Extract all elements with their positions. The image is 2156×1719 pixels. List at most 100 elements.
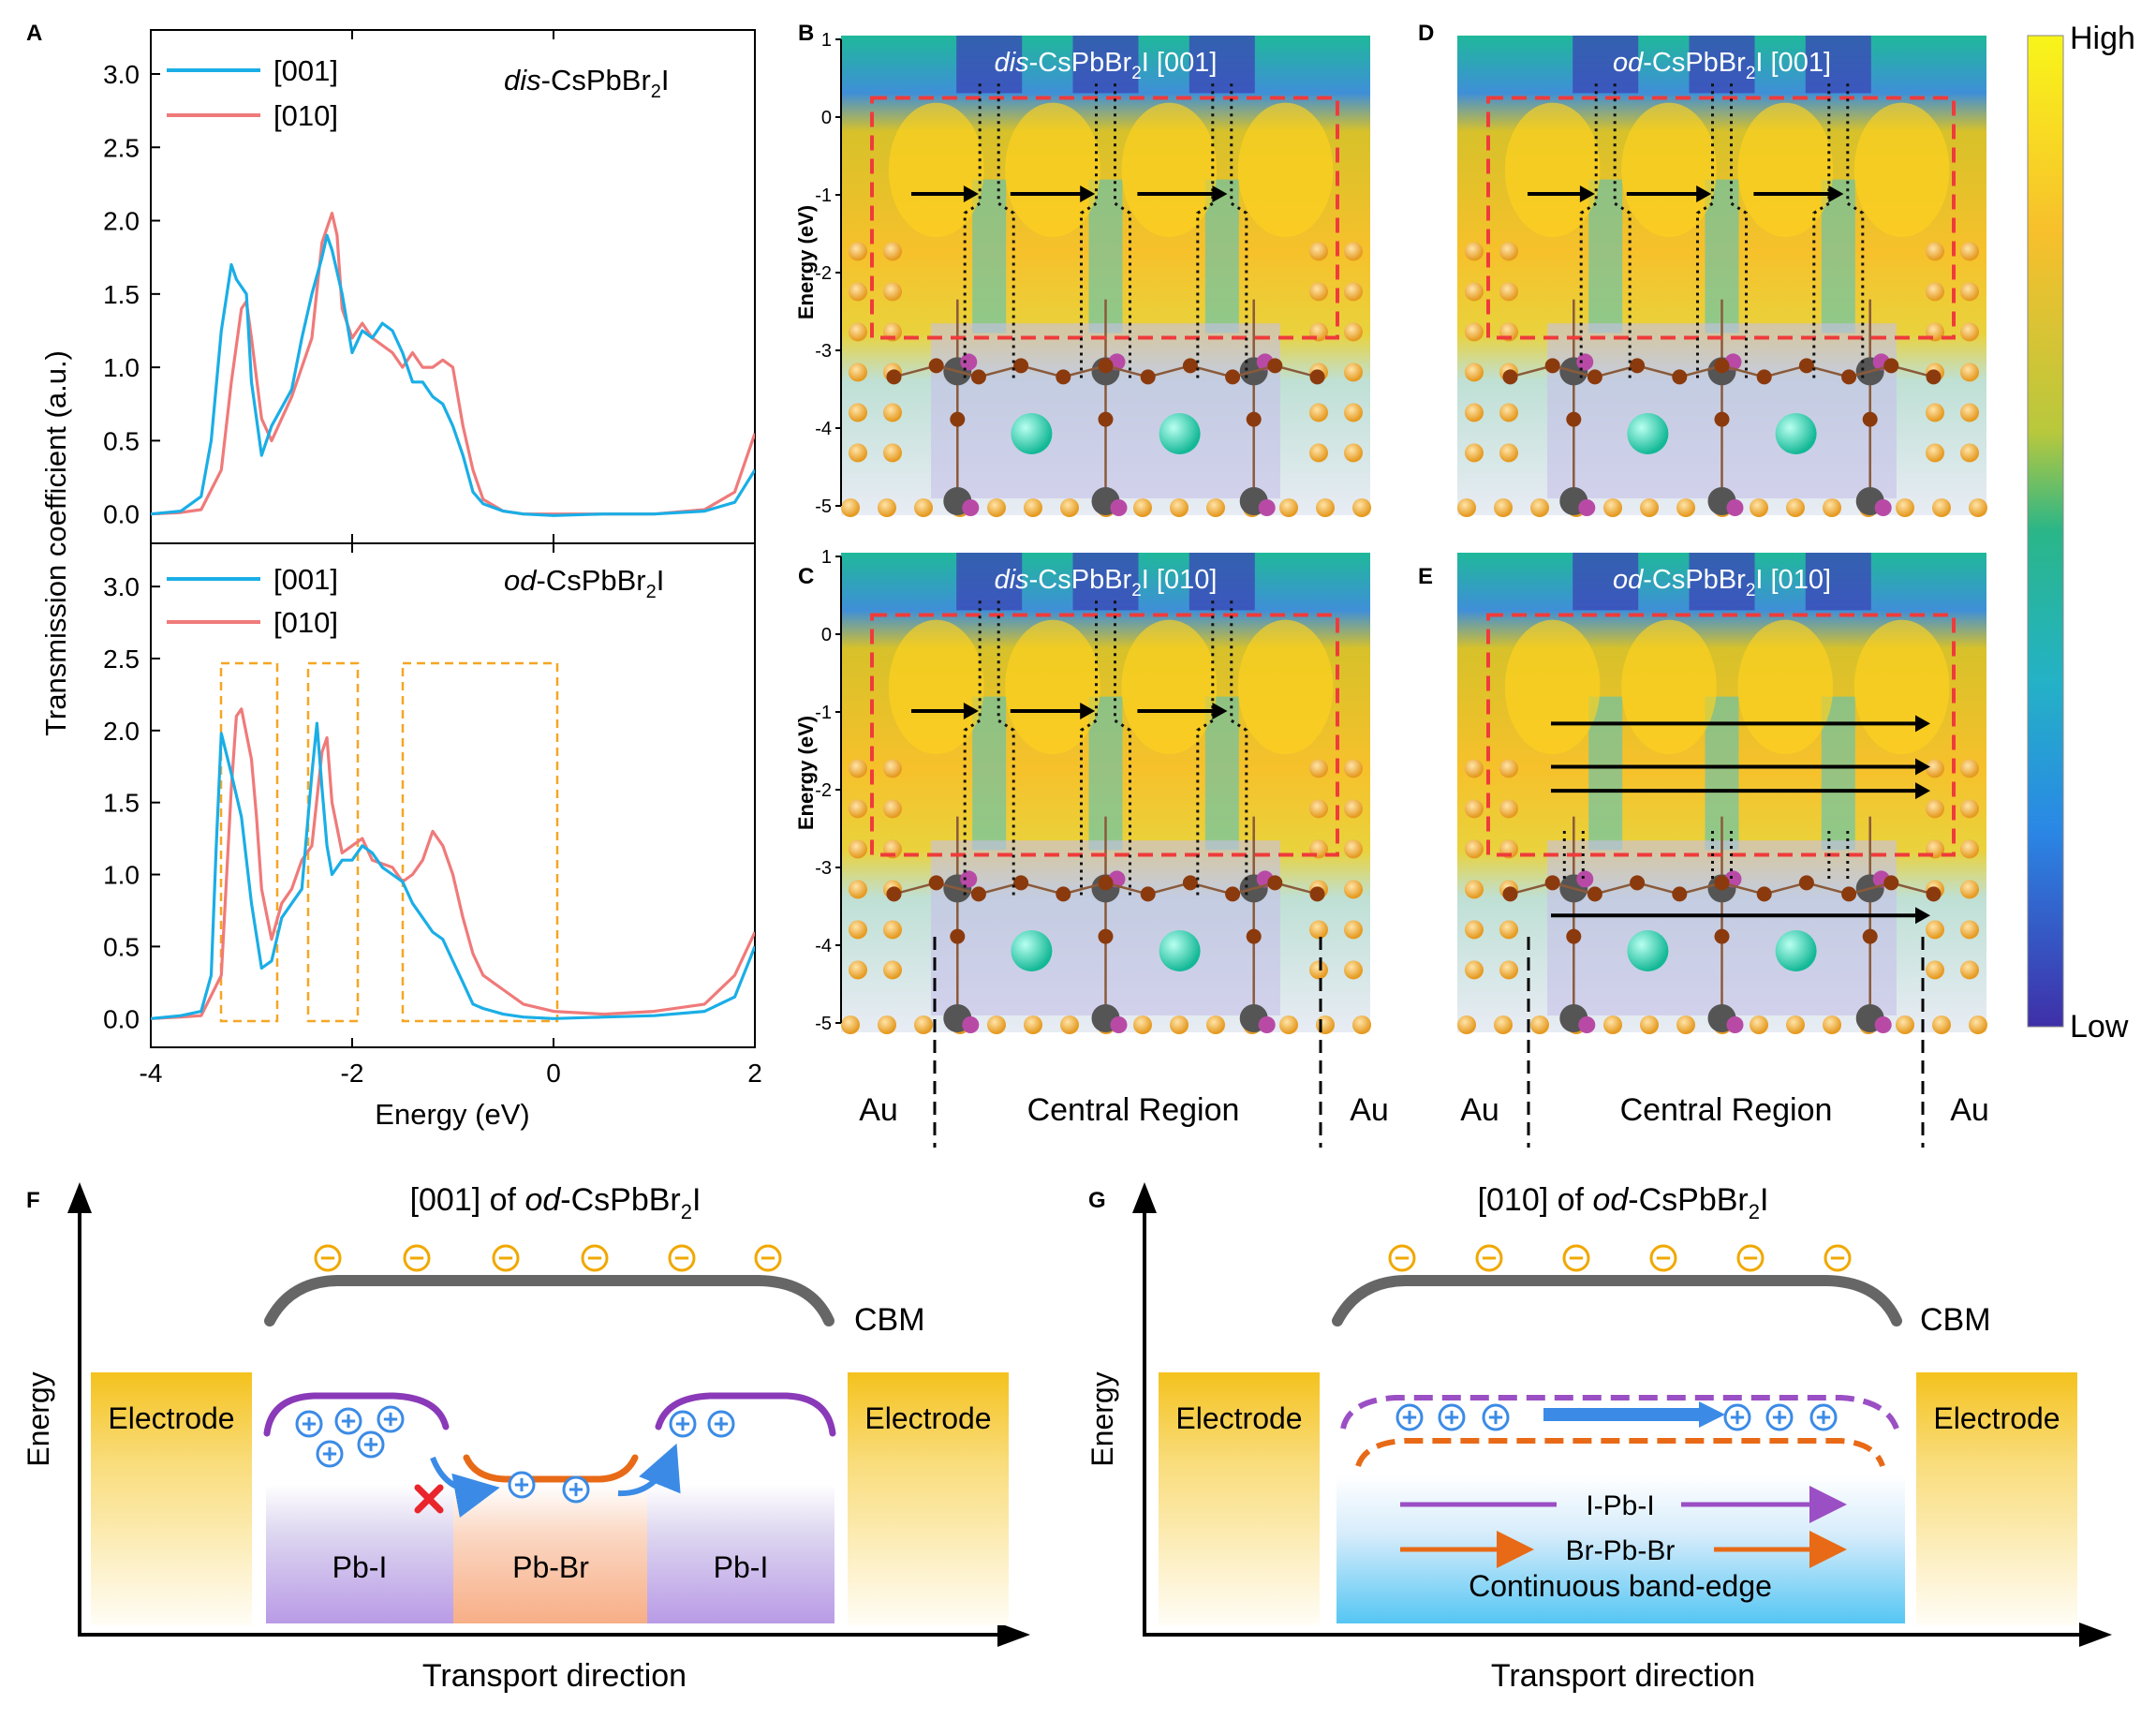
au-atom	[1465, 839, 1484, 859]
f-hop-arrow-2	[617, 1443, 681, 1497]
br-atom	[1630, 358, 1646, 374]
energy-tick-label: -3	[815, 341, 832, 362]
y-tick-label-bottom: 0.5	[103, 932, 140, 961]
au-atom	[1309, 242, 1328, 261]
au-atom	[849, 839, 867, 859]
energy-tick-label: -2	[815, 780, 832, 801]
cs-atom	[1775, 412, 1817, 454]
heatmap-low-column	[956, 36, 1023, 94]
br-atom	[1883, 875, 1899, 891]
au-atom	[878, 1015, 896, 1034]
f-electrode-left-label: Electrode	[108, 1401, 234, 1435]
transport-arrowhead	[1696, 185, 1712, 202]
au-atom	[849, 960, 867, 980]
y-tick-label-top: 3.0	[103, 60, 140, 89]
hole-icon	[1723, 1403, 1751, 1431]
cs-atom	[1775, 929, 1817, 971]
legend-label-010-top: [010]	[273, 99, 338, 132]
br-atom	[1862, 411, 1878, 427]
series-line-001-top	[151, 233, 755, 517]
br-atom	[1246, 411, 1262, 427]
au-atom	[1926, 443, 1944, 463]
au-atom	[1465, 880, 1484, 899]
panel-a-chart: 0.0 0.5 1.0 1.5 2.0 2.5 3.0 0.0 0.5 1.0 1.5 2.0 2.5 3…	[39, 29, 762, 1131]
f-hop-arrow-1	[430, 1456, 500, 1519]
au-atom	[1024, 498, 1042, 517]
br-atom	[1056, 369, 1071, 385]
br-atom	[1182, 358, 1198, 374]
au-atom	[1960, 322, 1979, 342]
au-left-label-1: Au	[859, 1092, 898, 1128]
br-atom	[1544, 358, 1560, 374]
electron-icon	[581, 1244, 609, 1272]
g-title: [010] of od-CsPbBr2I	[1478, 1182, 1769, 1223]
g-ipbi-label: I-Pb-I	[1586, 1490, 1654, 1521]
au-atom	[1603, 1015, 1622, 1034]
au-atom	[1352, 1015, 1371, 1034]
br-atom	[1841, 886, 1857, 902]
series-line-001-bottom	[151, 721, 755, 1020]
y-tick-label-top: 0.5	[103, 426, 140, 455]
barrier-outline	[1812, 83, 1831, 381]
br-atom	[886, 886, 902, 902]
barrier-outline	[1230, 83, 1248, 381]
au-atom	[883, 920, 902, 940]
y-tick-label-bottom: 1.5	[103, 789, 140, 818]
y-tick-label-top: 1.0	[103, 353, 140, 382]
br-atom	[1140, 369, 1156, 385]
transport-arrowhead	[1915, 715, 1930, 733]
colorbar-high-label: High	[2070, 21, 2135, 56]
au-atom	[1494, 498, 1513, 517]
au-atom	[1344, 920, 1363, 940]
br-atom	[1587, 886, 1602, 902]
cs-atom	[1011, 412, 1053, 454]
y-tick-label-bottom: 2.5	[103, 645, 140, 674]
br-atom	[1502, 886, 1518, 902]
au-atom	[1926, 960, 1944, 980]
br-atom	[1225, 369, 1241, 385]
heatmap-high-lobe	[1005, 102, 1100, 238]
au-atom	[1499, 759, 1518, 778]
br-atom	[1841, 369, 1857, 385]
barrier-outline	[963, 600, 982, 898]
heatmap-high-lobe	[1121, 102, 1218, 238]
hole-icon	[669, 1410, 697, 1438]
au-atom	[1960, 920, 1979, 940]
au-atom	[1344, 880, 1363, 899]
au-atom	[1465, 322, 1484, 342]
br-atom	[1566, 411, 1582, 427]
au-atom	[1926, 403, 1944, 422]
plot-frame-bottom	[150, 542, 756, 1048]
transport-arrowhead	[963, 185, 979, 202]
heatmap-high-lobe	[1504, 102, 1601, 238]
br-atom	[1098, 875, 1114, 891]
au-atom	[1603, 498, 1622, 517]
au-atom	[1960, 799, 1979, 819]
au-atom	[1465, 443, 1484, 463]
au-atom	[883, 799, 902, 819]
barrier-outline	[1114, 600, 1131, 898]
transport-arrowhead	[1212, 185, 1228, 202]
cs-atom	[1011, 929, 1053, 971]
central-region-label-2: Central Region	[1620, 1092, 1833, 1128]
g-x-axis-arrowhead	[2079, 1623, 2112, 1647]
panel-letter-b: B	[798, 21, 815, 46]
i-atom	[1110, 499, 1128, 516]
i-atom	[1874, 499, 1892, 516]
br-atom	[1267, 358, 1283, 374]
g-transport-label: Transport direction	[1491, 1658, 1755, 1694]
panel-letter-d: D	[1418, 21, 1435, 46]
au-atom	[1344, 443, 1363, 463]
heatmap-low-column	[1072, 36, 1139, 94]
electron-icon	[492, 1244, 520, 1272]
g-continuous-label: Continuous band-edge	[1469, 1569, 1772, 1603]
transport-arrowhead	[1080, 702, 1096, 719]
heatmap-low-column	[1805, 553, 1871, 611]
au-atom	[883, 759, 902, 778]
i-atom	[1258, 499, 1276, 516]
f-region-label-1: Pb-I	[332, 1550, 388, 1584]
au-atom	[849, 799, 867, 819]
au-atom	[1499, 960, 1518, 980]
i-atom	[960, 870, 978, 888]
au-atom	[1960, 282, 1979, 302]
